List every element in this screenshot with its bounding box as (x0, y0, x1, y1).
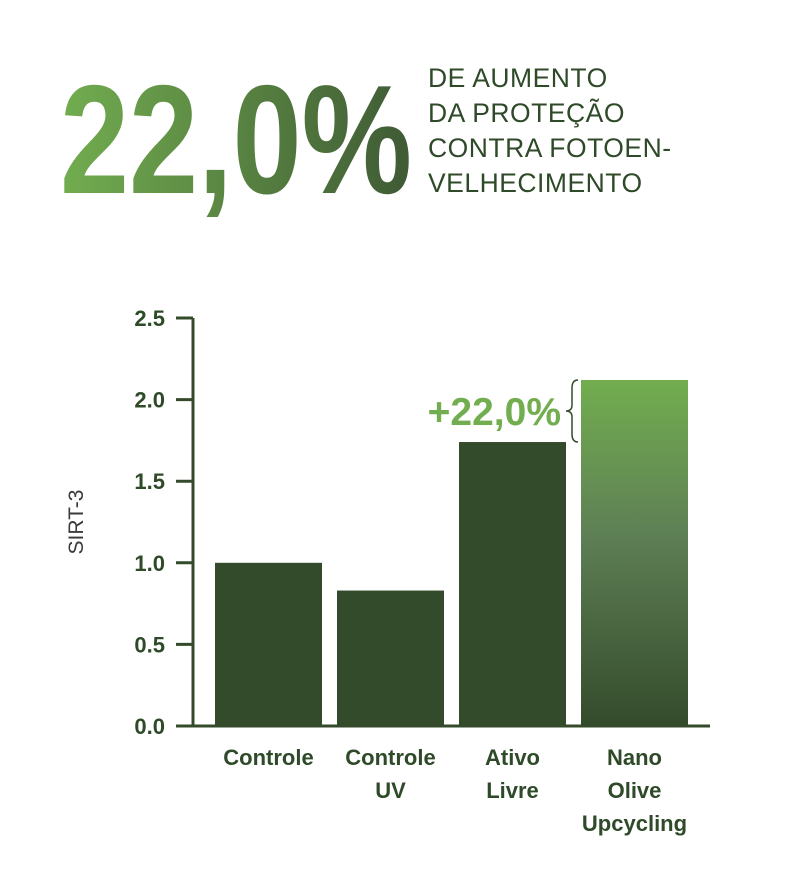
labels-layer: 0.0 0.5 1.0 1.5 2.0 2.5 SIRT-3 Controle Controle… (65, 306, 687, 836)
axis-layer (176, 316, 710, 728)
x-category-label-3-line-1: Ativo (485, 745, 540, 770)
bar-3 (459, 442, 566, 726)
bar-2 (337, 590, 444, 726)
x-category-label-4-line-3: Upcycling (582, 811, 687, 836)
headline-line-2: DA PROTEÇÃO (428, 98, 625, 128)
x-category-label-2-line-2: UV (375, 778, 406, 803)
x-category-label-2-line-1: Controle (345, 745, 435, 770)
headline-line-3: CONTRA FOTOEN- (428, 133, 672, 163)
y-tick-label-3: 1.5 (134, 469, 165, 494)
y-tick-label-1: 0.5 (134, 632, 165, 657)
difference-annotation: +22,0% (428, 391, 561, 434)
y-tick-label-4: 2.0 (134, 388, 165, 413)
headline-line-1: DE AUMENTO (428, 63, 608, 93)
x-category-label-3-line-2: Livre (486, 778, 539, 803)
headline: 22,0% DE AUMENTO DA PROTEÇÃO CONTRA FOTO… (60, 53, 672, 226)
bars-layer (215, 380, 688, 726)
difference-brace (565, 379, 579, 443)
x-category-label-1-line-1: Controle (223, 745, 313, 770)
y-axis-title: SIRT-3 (65, 490, 88, 555)
x-category-label-4-line-1: Nano (607, 745, 662, 770)
y-tick-label-5: 2.5 (134, 306, 165, 331)
y-tick-label-2: 1.0 (134, 551, 165, 576)
bar-4 (581, 380, 688, 726)
y-tick-label-0: 0.0 (134, 714, 165, 739)
sirt3-bar-chart: 0.0 0.5 1.0 1.5 2.0 2.5 SIRT-3 Controle Controle… (65, 306, 710, 836)
bar-1 (215, 562, 322, 726)
x-category-label-4-line-2: Olive (608, 778, 662, 803)
headline-line-4: VELHECIMENTO (428, 168, 643, 198)
headline-big-value: 22,0% (60, 53, 412, 226)
